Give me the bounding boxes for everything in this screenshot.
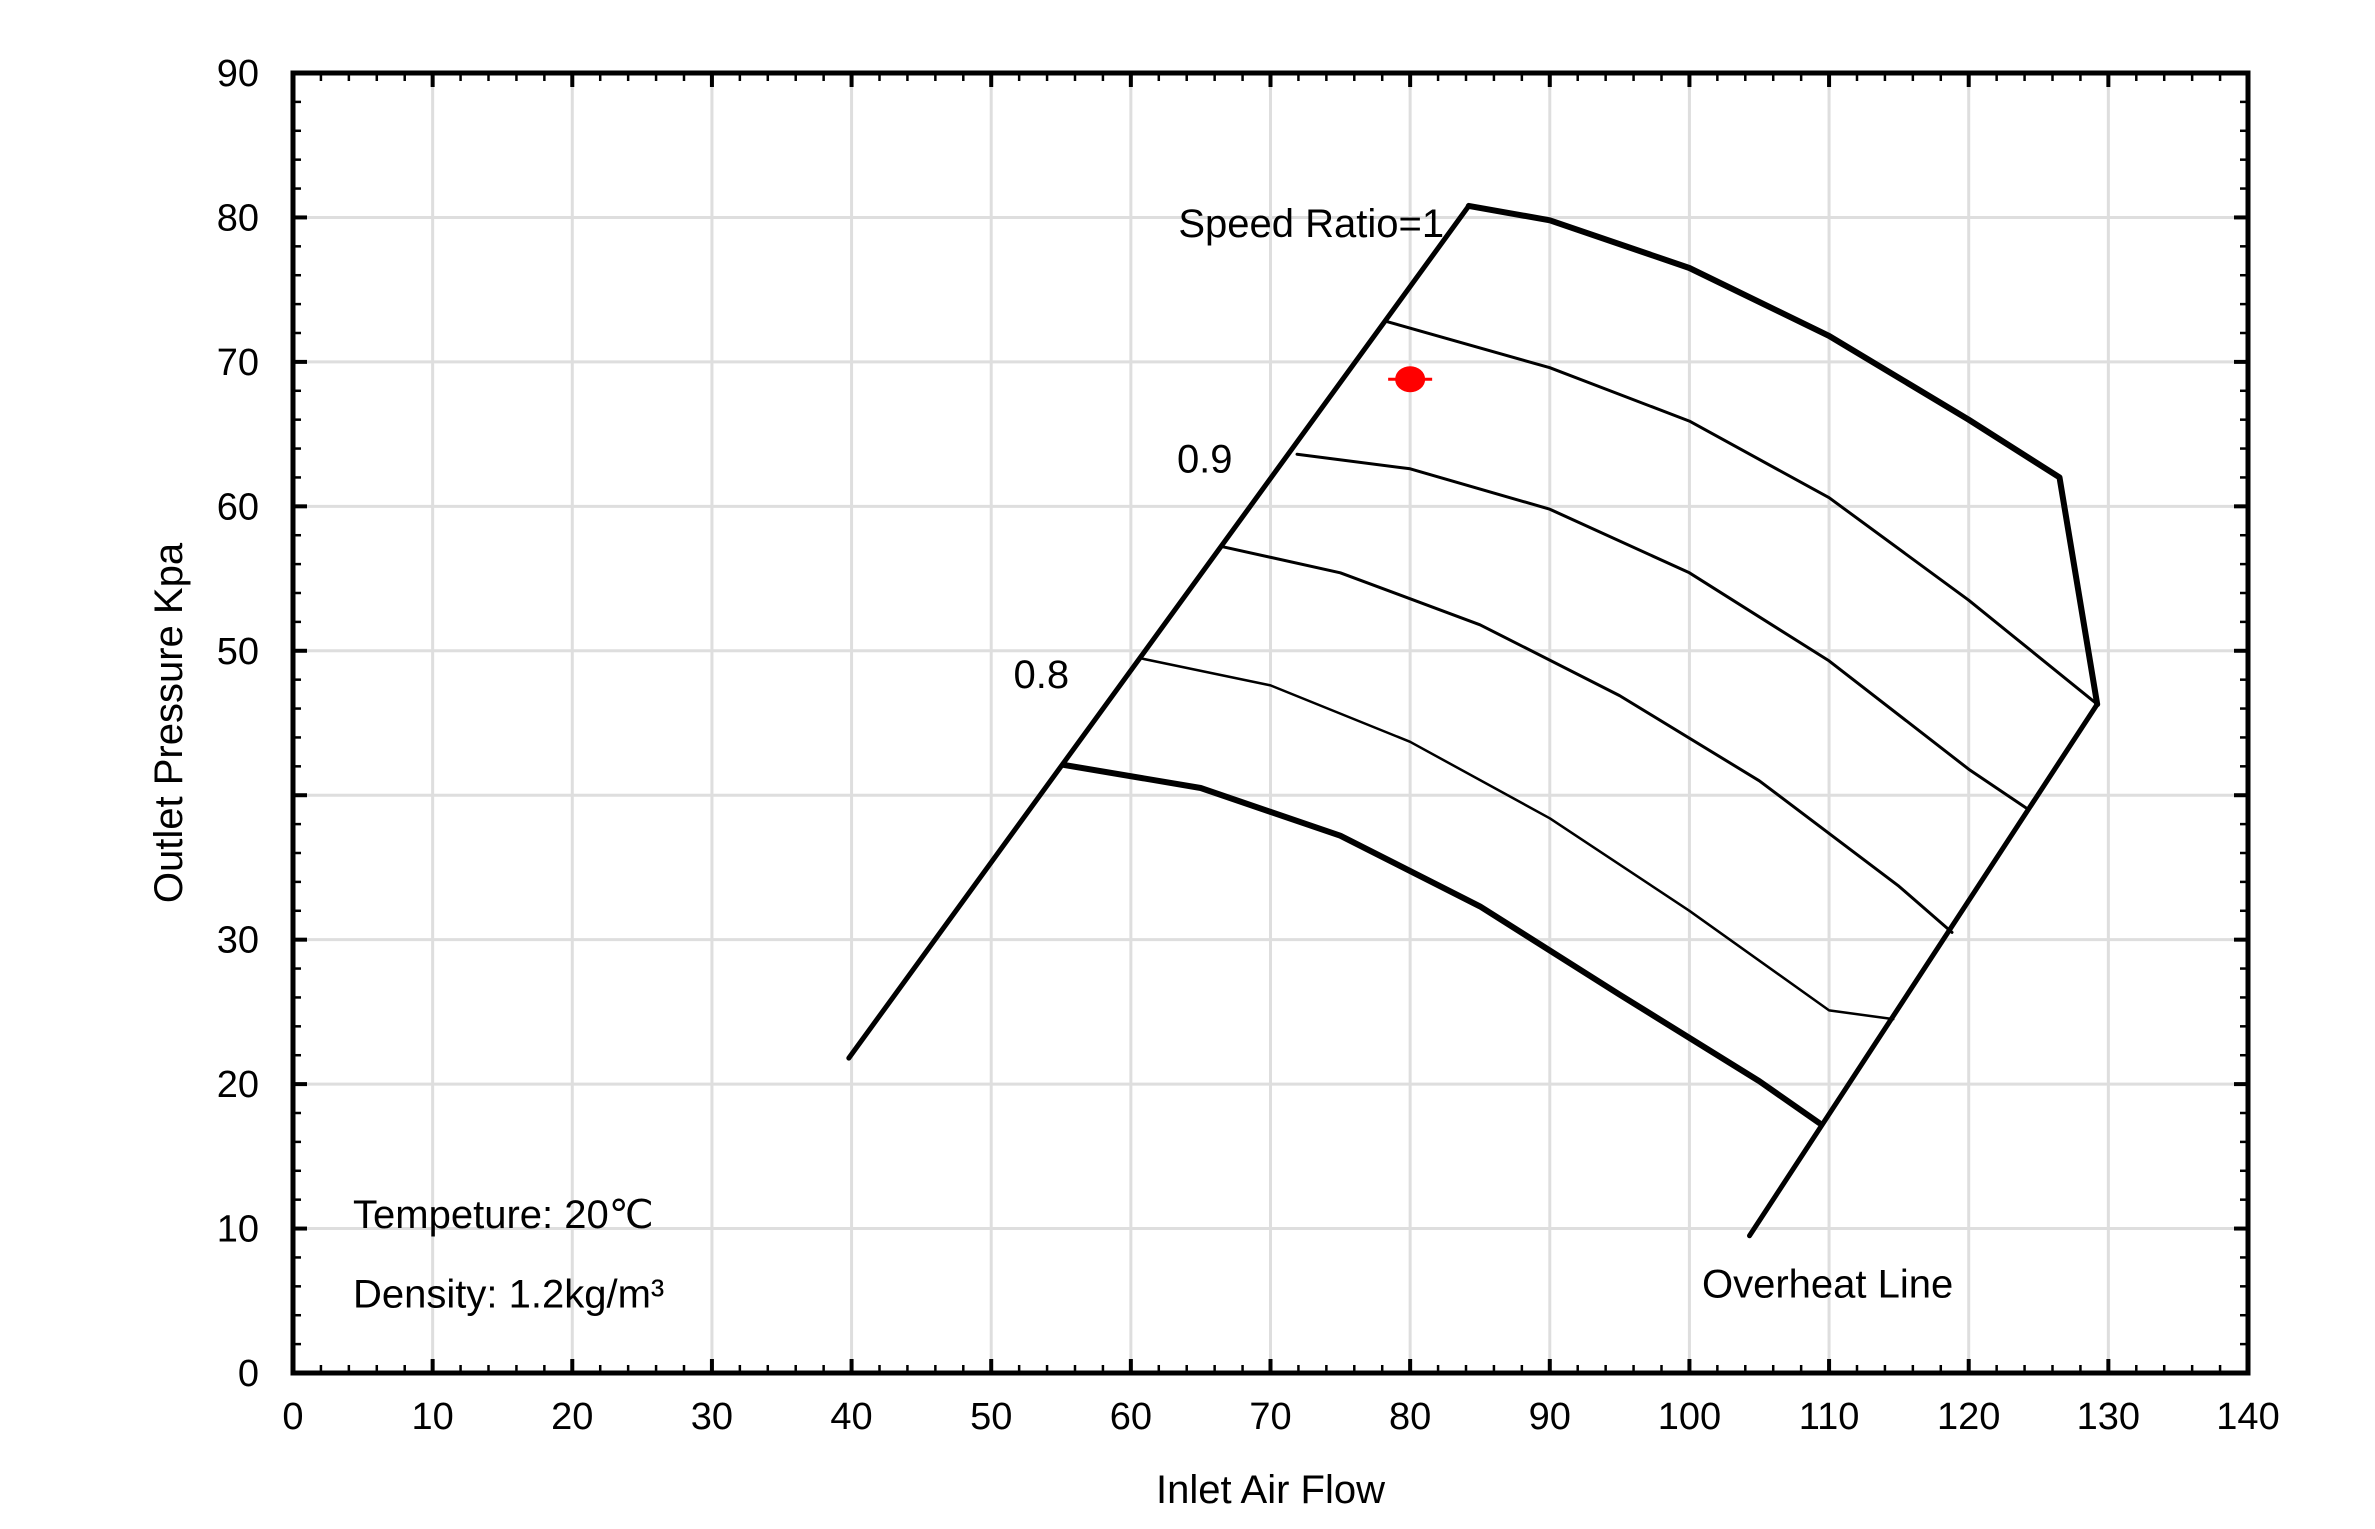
x-tick-label-110: 110 xyxy=(1799,1396,1860,1438)
series-line-speed-0.75 xyxy=(1060,761,1823,1127)
y-tick-label-50: 50 xyxy=(217,631,259,673)
series-line-0.8 xyxy=(1137,656,1895,1021)
y-tick-label-80: 80 xyxy=(217,197,259,239)
y-tick-label-0: 0 xyxy=(238,1353,259,1395)
series-line-speed-0.85 xyxy=(1221,545,1954,934)
x-tick-label-120: 120 xyxy=(1937,1396,2000,1438)
x-tick-label-100: 100 xyxy=(1658,1396,1721,1438)
x-tick-label-60: 60 xyxy=(1110,1396,1152,1438)
y-tick-label-60: 60 xyxy=(217,486,259,528)
density-note: Density: 1.2kg/m³ xyxy=(353,1273,664,1317)
x-tick-label-20: 20 xyxy=(551,1396,593,1438)
y-tick-label-20: 20 xyxy=(217,1064,259,1106)
series-line-speed-0.95 xyxy=(1384,319,2099,706)
grid-layer xyxy=(293,73,2248,1373)
series-layer xyxy=(846,202,2101,1239)
x-tick-label-90: 90 xyxy=(1529,1396,1571,1438)
x-tick-label-40: 40 xyxy=(830,1396,872,1438)
x-tick-label-50: 50 xyxy=(970,1396,1012,1438)
y-axis-title: Outlet Pressure Kpa xyxy=(147,542,191,903)
x-tick-label-130: 130 xyxy=(2077,1396,2140,1438)
series-line-0.9 xyxy=(1295,452,2031,812)
y-tick-label-30: 30 xyxy=(217,920,259,962)
y-tick-label-70: 70 xyxy=(217,342,259,384)
speed-ratio-1-label: Speed Ratio=1 xyxy=(1178,202,1444,246)
x-tick-label-10: 10 xyxy=(412,1396,454,1438)
speed-0.8-label: 0.8 xyxy=(1014,653,1070,697)
series-line-surge-boundary xyxy=(846,203,1472,1061)
series-line-speed-ratio-1 xyxy=(1465,202,2101,708)
series-line-overheat-line xyxy=(1747,701,2100,1239)
y-tick-label-10: 10 xyxy=(217,1209,259,1251)
label-layer: 0 10 20 30 40 50 60 70 80 90 100 110 120 130 140 0 10 20 3… xyxy=(217,53,2280,1438)
x-tick-label-140: 140 xyxy=(2216,1396,2279,1438)
x-tick-label-30: 30 xyxy=(691,1396,733,1438)
x-tick-label-70: 70 xyxy=(1249,1396,1291,1438)
temperature-note: Tempeture: 20℃ xyxy=(353,1193,654,1237)
overheat-line-label: Overheat Line xyxy=(1702,1262,1953,1306)
frame-layer xyxy=(290,70,2251,1376)
x-axis-title: Inlet Air Flow xyxy=(1156,1468,1385,1512)
x-tick-label-80: 80 xyxy=(1389,1396,1431,1438)
x-tick-label-0: 0 xyxy=(282,1396,303,1438)
y-tick-label-90: 90 xyxy=(217,53,259,95)
speed-0.9-label: 0.9 xyxy=(1177,438,1233,482)
